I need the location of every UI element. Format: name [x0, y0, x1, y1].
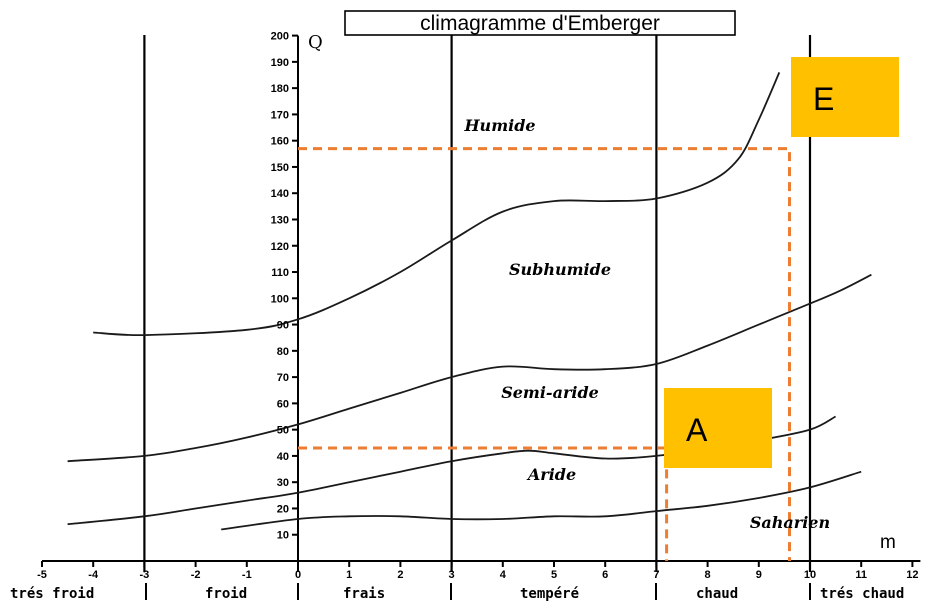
- y-tick-label: 50: [277, 425, 289, 437]
- y-tick-label: 150: [271, 162, 289, 174]
- boundary-curve-1: [93, 72, 781, 337]
- region-label-subhumide: Subhumide: [509, 260, 611, 279]
- x-tick-label: -4: [88, 569, 99, 581]
- x-tick-label: -3: [140, 569, 150, 581]
- boundary-curve-4: [221, 470, 862, 531]
- x-tick-label: 6: [602, 569, 608, 581]
- y-tick-label: 190: [271, 57, 289, 69]
- tick-labels: -5 -4 -3 -2 -1 0 1 2 3 4 5 6 7 8 9 10 11 1210203040506070…: [37, 31, 918, 581]
- title-box: [344, 10, 736, 36]
- zone-label-chaud: chaud: [696, 586, 738, 602]
- x-tick-label: 1: [346, 569, 352, 581]
- zone-label-tres-froid: trés froid: [10, 586, 94, 602]
- y-tick-label: 110: [271, 267, 289, 279]
- y-tick-label: 70: [277, 372, 289, 384]
- y-tick-label: 160: [271, 136, 289, 148]
- y-tick-label: 140: [271, 188, 289, 200]
- zone-label-tres-chaud: trés chaud: [820, 586, 904, 602]
- x-tick-label: 3: [449, 569, 455, 581]
- region-label-aride: Aride: [526, 465, 576, 484]
- y-tick-label: 200: [271, 31, 289, 43]
- y-tick-label: 120: [271, 241, 289, 253]
- zone-label-tempere: tempéré: [520, 586, 579, 602]
- x-tick-label: 8: [705, 569, 711, 581]
- y-tick-label: 80: [277, 346, 289, 358]
- y-axis-label: Q: [308, 32, 323, 53]
- x-tick-label: -2: [191, 569, 201, 581]
- y-tick-label: 30: [277, 477, 289, 489]
- x-tick-label: 5: [551, 569, 557, 581]
- y-tick-label: 60: [277, 398, 289, 410]
- guide-line-e: [298, 147, 791, 561]
- marker-label-a: A: [686, 412, 708, 448]
- thermal-zone-labels: trés froid froid frais tempéré chaud tré…: [10, 583, 904, 602]
- y-tick-label: 130: [271, 214, 289, 226]
- markers: EA: [664, 57, 899, 468]
- region-label-saharien: Saharien: [750, 513, 830, 532]
- region-label-semi-aride: Semi-aride: [501, 383, 599, 402]
- y-tick-label: 40: [277, 451, 289, 463]
- x-tick-label: -5: [37, 569, 47, 581]
- region-label-humide: Humide: [463, 116, 535, 135]
- x-tick-label: 12: [906, 569, 918, 581]
- y-tick-label: 10: [277, 530, 289, 542]
- chart-title: climagramme d'Emberger: [420, 12, 660, 35]
- x-tick-label: 0: [295, 569, 301, 581]
- y-tick-label: 20: [277, 503, 289, 515]
- y-tick-label: 170: [271, 109, 289, 121]
- x-axis-label: m: [880, 532, 896, 553]
- x-tick-label: 10: [804, 569, 816, 581]
- y-tick-label: 90: [277, 320, 289, 332]
- zone-label-frais: frais: [343, 586, 385, 602]
- x-tick-label: -1: [242, 569, 252, 581]
- marker-box-e: [791, 57, 899, 137]
- annotations: climagramme d'Emberger Q m Humide Subhum…: [308, 10, 896, 553]
- boundary-curve-2: [67, 273, 872, 463]
- x-tick-label: 7: [653, 569, 659, 581]
- x-tick-label: 9: [756, 569, 762, 581]
- y-tick-label: 100: [271, 293, 289, 305]
- zone-label-froid: froid: [205, 586, 247, 602]
- x-tick-label: 2: [397, 569, 403, 581]
- x-tick-label: 4: [500, 569, 507, 581]
- x-tick-label: 11: [855, 569, 867, 581]
- marker-box-a: [664, 388, 772, 468]
- marker-label-e: E: [813, 81, 834, 117]
- y-tick-label: 180: [271, 83, 289, 95]
